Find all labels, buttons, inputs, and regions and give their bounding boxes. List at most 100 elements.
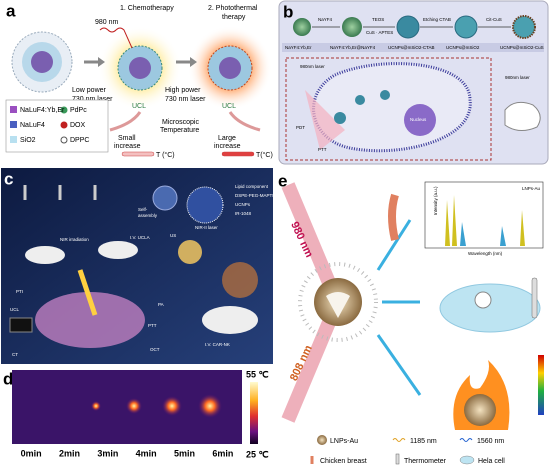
text: assembly <box>138 213 158 218</box>
text: Cit-CuS <box>486 17 502 22</box>
spectrum <box>445 195 525 246</box>
text: Small <box>118 135 136 142</box>
thermometer <box>121 151 155 157</box>
text: NaYF4:Yb,Er@NaYF4 <box>330 45 376 50</box>
text: UCNPs@mSiO2-CTAB <box>388 45 435 50</box>
arrow <box>376 219 422 396</box>
axis-label: Intensity (a.u.) <box>433 186 438 215</box>
panel-b: b NaYF4 TEOS Etching CTAB Cit-CuS CuS · … <box>278 0 549 165</box>
text: CuS · APTES <box>366 30 393 35</box>
beam <box>305 90 345 150</box>
thermometer <box>531 277 538 319</box>
legend-swatch <box>60 136 68 144</box>
text: NaYF4:Yb,Er <box>285 45 312 50</box>
text: 730 nm laser <box>165 96 206 103</box>
hotspot <box>126 398 142 414</box>
particle <box>454 15 478 39</box>
text: 25 ℃ <box>246 449 269 459</box>
legend-swatch <box>395 453 400 465</box>
text: Microscopic <box>162 119 199 126</box>
panel-a: a 980 nm 1. Chemotherapy 2. Photothermal… <box>5 1 273 159</box>
text: CT <box>12 352 18 357</box>
text: 980nm laser <box>505 75 530 80</box>
chicken-breast <box>388 193 399 241</box>
panel-e: e 980 nm 808 nm LNPs-Au Intensity (a.u.)… <box>278 171 544 465</box>
legend-label: UCNPs <box>235 202 251 207</box>
panel-d: d 0min 2min 3min 4min 5min 6min 55 ℃ 25 ℃ <box>3 369 269 459</box>
text: 55 ℃ <box>246 369 269 379</box>
thermometer <box>221 151 255 157</box>
text: Large <box>218 135 236 142</box>
tumor <box>35 292 145 348</box>
axis-label: Wavelength (nm) <box>468 251 503 256</box>
dish <box>439 283 541 333</box>
particle <box>334 112 346 124</box>
particle <box>293 18 311 36</box>
time-label: 0min <box>21 448 42 458</box>
zoom-box <box>285 57 492 161</box>
inset-chart <box>424 181 544 249</box>
shell <box>298 262 378 342</box>
hotspot <box>198 394 222 418</box>
mouse <box>25 246 65 264</box>
text: 980nm laser <box>300 64 325 69</box>
text: UCL <box>10 307 19 312</box>
legend-label: DSPE-PEG-MAPTI <box>235 193 274 198</box>
panel-label: d <box>3 369 13 388</box>
legend-swatch <box>459 438 473 442</box>
text: PA <box>158 302 164 307</box>
spectrum <box>460 222 506 246</box>
text: T (°C) <box>156 151 175 159</box>
legend-label: LNPs-Au <box>330 438 358 445</box>
legend-label: Lipid component <box>235 184 269 189</box>
text: OCT <box>150 347 160 352</box>
text: T(°C) <box>256 151 273 159</box>
text: therapy <box>222 14 246 21</box>
mouse <box>98 241 138 259</box>
panel-label: c <box>4 169 13 188</box>
product-labels: NaYF4:Yb,Er NaYF4:Yb,Er@NaYF4 UCNPs@mSiO… <box>282 43 544 52</box>
nucleus <box>404 104 436 136</box>
legend-swatch <box>60 121 68 129</box>
text: 980 nm <box>95 19 119 26</box>
particle-core <box>326 292 350 318</box>
legend-swatch <box>392 438 406 442</box>
text: TEOS <box>372 17 384 22</box>
text: increase <box>114 143 141 150</box>
legend-label: PdPc <box>70 107 87 114</box>
time-labels: 0min 2min 3min 4min 5min 6min <box>21 448 234 458</box>
text: increase <box>214 143 241 150</box>
arrow <box>109 111 261 132</box>
text: 730 nm laser <box>72 96 113 103</box>
text: 2. Photothermal <box>208 5 258 12</box>
beam <box>281 182 337 288</box>
legend: Lipid component DSPE-PEG-MAPTI UCNPs IR-… <box>235 184 274 216</box>
particle <box>380 90 390 100</box>
image <box>9 317 33 333</box>
particle <box>512 15 536 39</box>
legend-box <box>5 99 109 153</box>
text: High power <box>165 87 201 94</box>
legend-label: NaLuF4:Yb,Er <box>20 107 65 114</box>
mouse <box>202 306 258 334</box>
color-bar <box>250 382 258 444</box>
text: UCL <box>222 103 236 110</box>
legend: LNPs-Au 1185 nm 1560 nm Chicken breast T… <box>310 435 505 465</box>
particle-core <box>31 51 53 73</box>
particle-core <box>129 57 151 79</box>
particle <box>152 185 178 211</box>
particle <box>464 394 496 426</box>
legend-label: Chicken breast <box>320 458 367 465</box>
text: UCL <box>132 103 146 110</box>
text: PTT <box>148 323 157 328</box>
particle <box>355 95 365 105</box>
legend-label: IR-1048 <box>235 211 252 216</box>
text: PDT <box>296 125 305 130</box>
text: Low power <box>72 87 107 94</box>
legend-label: NaLuF4 <box>20 122 45 129</box>
text: NIR irradiation <box>60 237 89 242</box>
text: PTT <box>318 147 327 152</box>
mouse <box>504 101 541 131</box>
time-label: 5min <box>174 448 195 458</box>
beam <box>77 269 98 316</box>
